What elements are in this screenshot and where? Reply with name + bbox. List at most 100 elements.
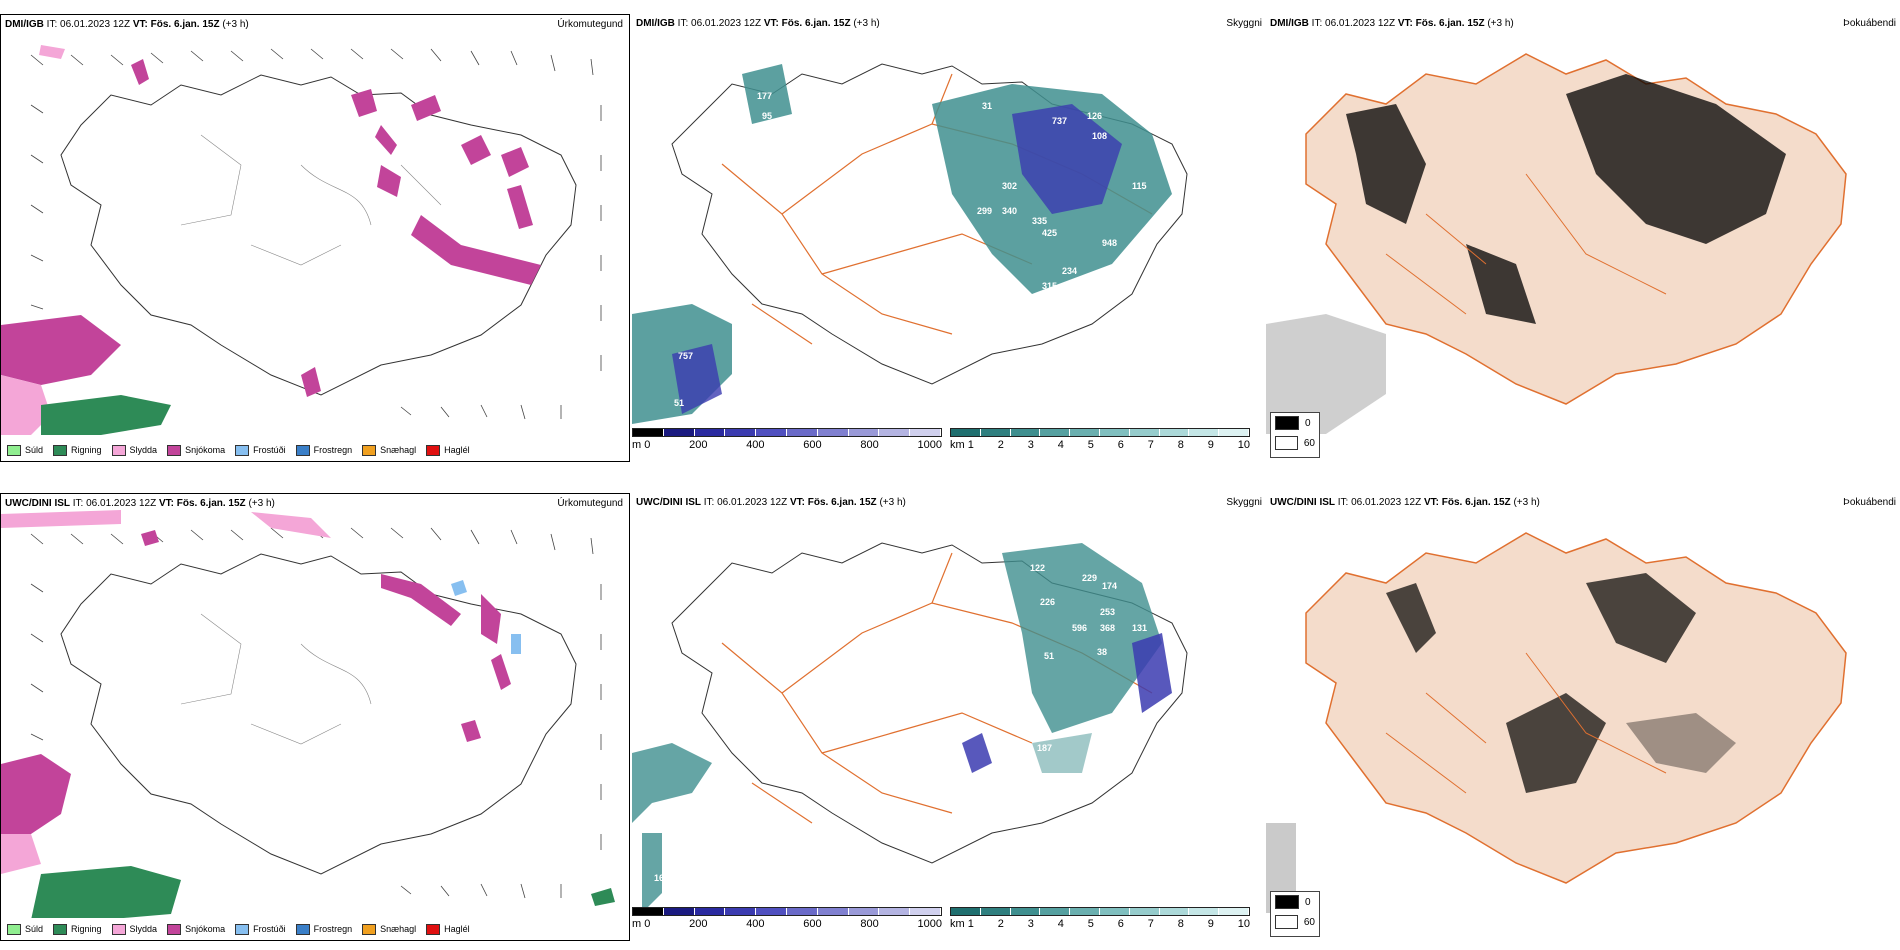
ceiling-label: 948: [1102, 238, 1117, 248]
ceiling-colorbar: [632, 428, 942, 437]
ceiling-scale-top: m 0 200 400 600 800 1000: [632, 428, 942, 462]
ceiling-areas: [962, 633, 1172, 773]
header-top-cloud: DMI/IGB IT: 06.01.2023 12Z VT: Fös. 6.ja…: [636, 18, 880, 29]
cloud-map-bottom: 122 229 174 226 253 596 368 131 51 38 18…: [632, 507, 1188, 913]
precip-panel-bottom: UWC/DINI ISL IT: 06.01.2023 12Z VT: Fös.…: [0, 493, 630, 941]
rain-area: [31, 866, 615, 920]
scale-unit: km: [950, 918, 965, 930]
header-bottom-fog: UWC/DINI ISL IT: 06.01.2023 12Z VT: Fös.…: [1270, 497, 1540, 508]
vis-colorbar: [950, 907, 1250, 916]
ceiling-label: 51: [1044, 651, 1054, 661]
legend-item: Snæhagl: [362, 444, 416, 456]
fog-shading: [1266, 74, 1786, 434]
legend-swatch: [426, 923, 441, 935]
legend-swatch: [426, 444, 441, 456]
ceiling-label: 115: [1132, 181, 1147, 191]
legend-swatch: [111, 444, 126, 456]
legend-item: Frostúði: [235, 444, 286, 456]
legend-item: Frostregn: [295, 923, 352, 935]
ceiling-label: 189: [717, 131, 732, 141]
legend-swatch: [53, 444, 68, 456]
ceiling-label: 368: [1100, 623, 1115, 633]
fog-legend-swatch: [1275, 895, 1299, 909]
precip-legend-top: Súld Rigning Slydda Snjókoma Frostúði Fr…: [1, 439, 629, 461]
iceland-coastline: [60, 553, 577, 875]
ceiling-label: 95: [762, 111, 772, 121]
ceiling-label: 38: [1097, 647, 1107, 657]
panel-title: Skyggni: [1226, 18, 1262, 29]
precip-map-bottom: [1, 510, 615, 920]
panel-title: Þokuábendi: [1843, 497, 1896, 508]
legend-swatch: [362, 923, 377, 935]
legend-swatch: [235, 444, 250, 456]
header-top-fog: DMI/IGB IT: 06.01.2023 12Z VT: Fös. 6.ja…: [1270, 18, 1514, 29]
precip-panel-top: DMI/IGB IT: 06.01.2023 12Z VT: Fös. 6.ja…: [0, 14, 630, 462]
ceiling-labels: 122 229 174 226 253 596 368 131 51 38 18…: [654, 507, 1147, 907]
ceiling-scale-bottom: m 0 200 400 600 800 1000: [632, 907, 942, 941]
legend-swatch: [362, 444, 377, 456]
ceiling-label: 425: [1042, 228, 1057, 238]
fog-shading: [1266, 573, 1736, 913]
header-top-precip: DMI/IGB IT: 06.01.2023 12Z VT: Fös. 6.ja…: [5, 19, 249, 30]
legend-item: Rigning: [53, 923, 102, 935]
legend-item: Snjókoma: [167, 444, 225, 456]
ceiling-label: 177: [757, 91, 772, 101]
ceiling-label: 335: [1032, 216, 1047, 226]
panel-title: Úrkomutegund: [557, 19, 623, 30]
ceiling-label: 213: [932, 351, 947, 361]
legend-item: Slydda: [111, 923, 157, 935]
legend-swatch: [167, 444, 182, 456]
ceiling-label: 123: [927, 384, 942, 394]
panel-title: Þokuábendi: [1843, 18, 1896, 29]
legend-swatch: [295, 923, 310, 935]
panel-title: Skyggni: [1226, 497, 1262, 508]
fog-legend-top: 0 60: [1270, 412, 1320, 458]
ceiling-label: 299: [977, 206, 992, 216]
scale-unit: km: [950, 439, 965, 451]
fog-map-top: [1266, 53, 1847, 434]
legend-swatch: [235, 923, 250, 935]
ceiling-label: 126: [1087, 111, 1102, 121]
ceiling-label: 757: [678, 351, 693, 361]
fog-map-bottom: [1266, 532, 1847, 913]
ceiling-areas: [672, 104, 1122, 414]
ceiling-label: 236: [1094, 743, 1109, 753]
wind-barbs: [30, 527, 602, 899]
scale-unit: m: [632, 439, 642, 451]
fog-legend-bottom: 0 60: [1270, 891, 1320, 937]
ceiling-label: 187: [1037, 743, 1052, 753]
ceiling-label: 229: [1082, 573, 1097, 583]
ceiling-label: 226: [1040, 597, 1055, 607]
fog-panel-bottom: UWC/DINI ISL IT: 06.01.2023 12Z VT: Fös.…: [1266, 493, 1896, 941]
fog-panel-top: DMI/IGB IT: 06.01.2023 12Z VT: Fös. 6.ja…: [1266, 14, 1896, 462]
sleet-area: [1, 45, 65, 435]
vis-colorbar: [950, 428, 1250, 437]
legend-item: Frostúði: [235, 923, 286, 935]
cloud-panel-bottom: 122 229 174 226 253 596 368 131 51 38 18…: [632, 493, 1262, 941]
legend-item: Haglél: [426, 923, 470, 935]
ceiling-label: 890: [942, 507, 957, 517]
legend-swatch: [295, 444, 310, 456]
ceiling-label: 234: [1062, 266, 1077, 276]
ceiling-label: 596: [1072, 623, 1087, 633]
ceiling-label: 340: [1002, 206, 1017, 216]
ceiling-label: 253: [1100, 607, 1115, 617]
ceiling-label: 174: [1102, 581, 1117, 591]
legend-item: Rigning: [53, 444, 102, 456]
legend-item: Súld: [7, 923, 43, 935]
snow-areas: [1, 59, 541, 397]
iceland-coastline: [60, 74, 577, 396]
rain-area: [41, 395, 171, 435]
ceiling-colorbar: [632, 907, 942, 916]
ceiling-label: 304: [1097, 274, 1112, 284]
legend-item: Súld: [7, 444, 43, 456]
legend-swatch: [53, 923, 68, 935]
legend-item: Haglél: [426, 444, 470, 456]
ceiling-label: 11: [656, 897, 666, 907]
snow-areas: [1, 530, 511, 834]
vis-scale-bottom: km 1 2 3 4 5 6 7 8 9 10: [950, 907, 1250, 941]
freezing-drizzle: [451, 580, 521, 654]
ceiling-label: 140: [742, 141, 757, 151]
legend-swatch: [7, 444, 21, 456]
ceiling-label: 153: [767, 141, 782, 151]
